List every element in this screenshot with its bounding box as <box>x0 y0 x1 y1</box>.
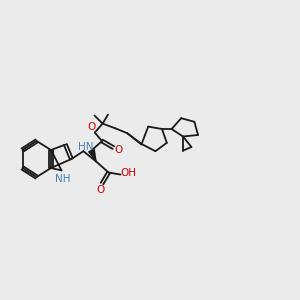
Text: O: O <box>115 145 123 155</box>
Text: OH: OH <box>120 168 136 178</box>
Polygon shape <box>89 149 96 161</box>
Text: NH: NH <box>55 174 70 184</box>
Text: O: O <box>87 122 95 132</box>
Text: HN: HN <box>78 142 93 152</box>
Text: O: O <box>96 184 105 195</box>
